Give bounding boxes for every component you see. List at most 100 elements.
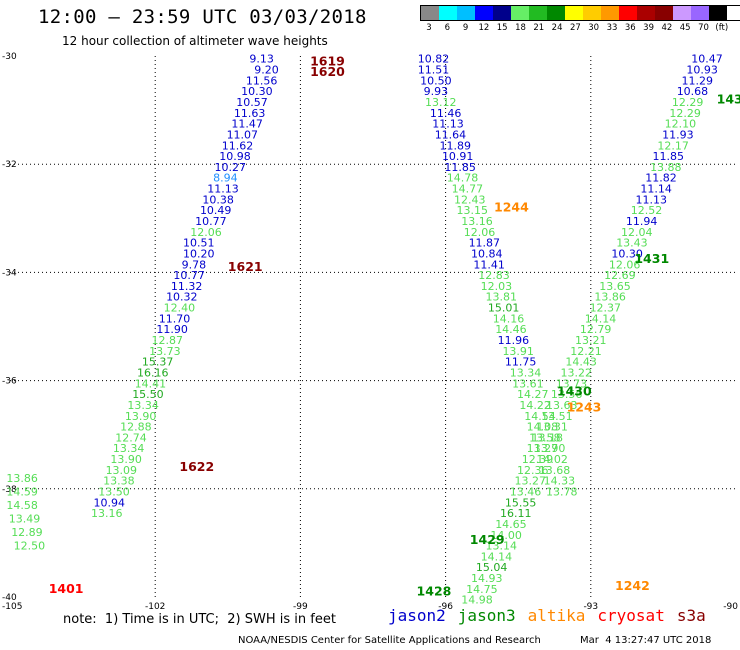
wave-height-value: 11.85 [444, 161, 476, 174]
wave-height-value: 15.37 [142, 356, 174, 369]
wave-height-value: 12.74 [115, 431, 147, 444]
wave-height-value: 13.34 [127, 399, 159, 412]
legend-label: 45 [679, 23, 691, 33]
wave-height-value: 12.88 [120, 421, 152, 434]
wave-height-value: 9.93 [424, 85, 449, 98]
chart-subtitle: 12 hour collection of altimeter wave hei… [62, 34, 328, 48]
wave-height-value: 13.56 [551, 388, 583, 401]
lat-tick-label: -32 [2, 160, 17, 170]
wave-height-value: 14.98 [461, 594, 493, 607]
wave-height-value: 14.54 [524, 410, 556, 423]
wave-height-value: 11.75 [505, 356, 537, 369]
wave-height-value: 10.32 [166, 291, 198, 304]
wave-height-value: 13.86 [594, 291, 626, 304]
wave-height-value: 10.93 [686, 64, 718, 77]
lon-tick-label: -105 [2, 602, 22, 612]
lat-tick-label: -40 [2, 593, 17, 603]
pass-labels: 1619162016211622140112441243124214301431… [49, 53, 740, 598]
wave-height-value: 13.90 [125, 410, 157, 423]
pass-number-label: 1620 [310, 64, 345, 79]
credit-line: NOAA/NESDIS Center for Satellite Applica… [238, 635, 541, 646]
wave-height-value: 13.34 [510, 366, 542, 379]
wave-height-value: 13.38 [103, 475, 135, 488]
wave-height-value: 14.65 [495, 518, 527, 531]
wave-height-value: 10.30 [241, 85, 273, 98]
wave-height-value: 12.21 [570, 345, 602, 358]
wave-height-value: 11.29 [682, 74, 714, 87]
wave-height-value: 8.94 [213, 172, 238, 185]
legend-swatch [655, 6, 673, 20]
wave-height-value: 15.55 [505, 496, 537, 509]
wave-height-value: 11.07 [227, 128, 259, 141]
wave-height-value: 13.46 [510, 486, 542, 499]
wave-height-value: 14.75 [466, 583, 498, 596]
wave-height-value: 9.13 [249, 53, 274, 66]
legend-swatch [421, 6, 439, 20]
wave-height-value: 13.90 [110, 453, 142, 466]
lat-tick-label: -36 [2, 377, 17, 387]
wave-height-value: 12.83 [478, 269, 510, 282]
wave-height-value: 13.09 [106, 464, 138, 477]
wave-height-value: 13.18 [531, 431, 563, 444]
lat-lon-grid [10, 56, 736, 597]
lat-tick-label: -30 [2, 52, 17, 62]
pass-number-label: 1428 [417, 584, 452, 599]
jason2-track: 10.8211.5110.509.9313.1211.4611.1311.641… [418, 53, 578, 499]
wave-height-value: 13.91 [502, 345, 534, 358]
wave-height-value: 10.77 [173, 269, 205, 282]
sat-name-jason3: jason3 [457, 606, 516, 625]
wave-height-value: 11.90 [156, 323, 188, 336]
wave-height-value: 13.90 [534, 442, 566, 455]
wave-height-value: 12.52 [631, 204, 663, 217]
wave-height-value: 10.84 [471, 247, 503, 260]
wave-height-value: 15.04 [476, 561, 508, 574]
wave-height-value: 12.40 [164, 302, 196, 315]
wave-height-value: 13.34 [113, 442, 145, 455]
wave-height-value: 11.89 [440, 139, 472, 152]
wave-height-value: 11.70 [159, 312, 191, 325]
wave-height-value: 15.50 [132, 388, 164, 401]
legend-label: 9 [462, 23, 469, 33]
lon-tick-label: -96 [438, 602, 453, 612]
chart-title: 12:00 – 23:59 UTC 03/03/2018 [38, 6, 367, 28]
wave-height-value: 12.03 [481, 280, 513, 293]
jason3-track-1431: 10.4710.9311.2910.6812.2912.2912.1011.93… [461, 53, 722, 607]
wave-height-value: 12.06 [609, 258, 641, 271]
pass-number-label: 1621 [228, 259, 263, 274]
wave-height-value: 10.27 [214, 161, 246, 174]
wave-height-value: 16.11 [500, 507, 532, 520]
wave-height-value: 10.82 [418, 53, 450, 66]
legend-swatch [601, 6, 619, 20]
pass-number-label: 1401 [49, 581, 84, 596]
wave-height-value: 14.27 [517, 388, 549, 401]
wave-height-value: 10.30 [611, 247, 643, 260]
timestamp: Mar 4 13:27:47 UTC 2018 [580, 635, 712, 646]
wave-height-value: 11.93 [662, 128, 694, 141]
lon-tick-label: -102 [145, 602, 165, 612]
wave-height-value: 11.47 [231, 118, 263, 131]
wave-height-value: 11.13 [432, 118, 464, 131]
pass-number-label: 1242 [615, 578, 650, 593]
legend-labels: 3 6 9 12 15 18 21 24 27 30 33 36 39 42 45 70 (ft) [420, 21, 740, 35]
wave-height-value: 13.50 [98, 486, 130, 499]
wave-height-value: 10.51 [183, 237, 215, 250]
wave-height-value: 10.50 [420, 74, 452, 87]
wave-height-value: 12.37 [590, 302, 622, 315]
wave-height-value: 14.43 [565, 356, 597, 369]
wave-height-value: 13.81 [486, 291, 518, 304]
color-legend: 3 6 9 12 15 18 21 24 27 30 33 36 39 42 45 70 (ft) [420, 5, 740, 35]
legend-label: 42 [661, 23, 673, 33]
wave-height-value: 13.14 [486, 540, 518, 553]
wave-height-value: 13.27 [527, 442, 559, 455]
wave-height-value: 13.58 [529, 431, 561, 444]
wave-height-value: 12.43 [454, 193, 486, 206]
wave-height-value: 10.57 [236, 96, 268, 109]
wave-height-value: 10.68 [677, 85, 709, 98]
wave-height-value: 12.04 [621, 226, 653, 239]
pass-number-label: 143 [717, 91, 740, 106]
satellite-legend: jason2 jason3 altika cryosat s3a [388, 606, 718, 625]
legend-swatch [493, 6, 511, 20]
wave-height-value: 13.78 [546, 486, 578, 499]
wave-height-value: 14.02 [536, 453, 568, 466]
legend-label: 18 [515, 23, 526, 33]
